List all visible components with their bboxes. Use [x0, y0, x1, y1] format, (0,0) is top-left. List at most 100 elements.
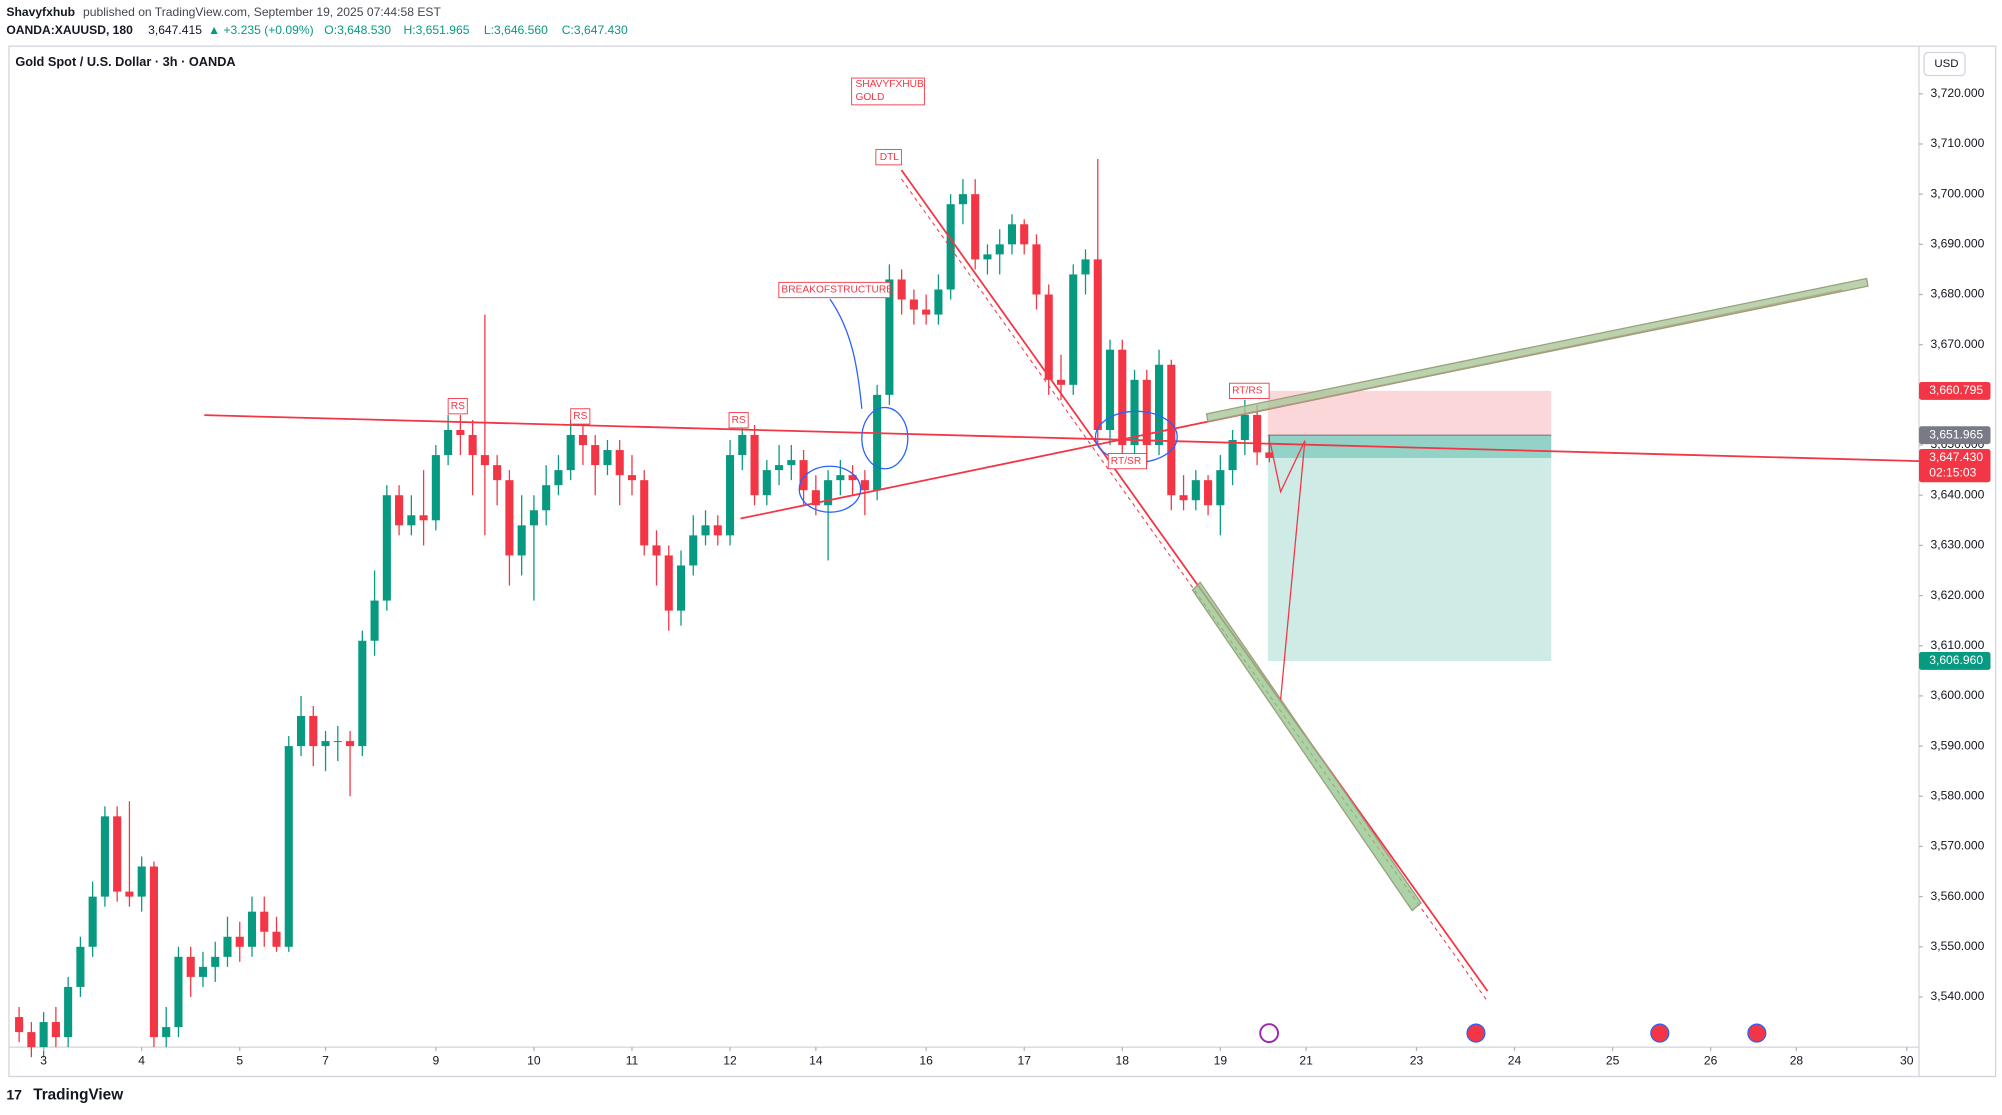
- candle-body: [799, 460, 808, 491]
- candle-body: [1179, 495, 1188, 501]
- annotations: SHAVYFXHUB GOLD DTL BREAKOFSTRUCTURE RS …: [447, 77, 1270, 470]
- candle-body: [15, 1017, 24, 1033]
- candle-body: [1216, 470, 1225, 506]
- candle-body: [811, 490, 820, 506]
- published: published on TradingView.com, September …: [83, 5, 442, 19]
- candle-body: [1191, 480, 1200, 501]
- candle-body: [1044, 294, 1053, 380]
- label-box: [851, 77, 925, 106]
- x-tick-label: 17: [1017, 1053, 1031, 1067]
- x-tick-label: 4: [138, 1053, 145, 1067]
- candle-body: [1056, 379, 1066, 385]
- frame: [8, 45, 1997, 1078]
- candle-body: [1105, 349, 1115, 430]
- low: L:3,646.560: [484, 23, 548, 37]
- candle-body: [603, 450, 612, 466]
- price: 3,647.415: [148, 23, 202, 37]
- high: H:3,651.965: [403, 23, 469, 37]
- candle-body: [750, 435, 759, 496]
- annotation: RS: [732, 415, 746, 426]
- candle-body: [836, 475, 845, 481]
- candle-body: [346, 741, 355, 747]
- annotation: GOLD: [855, 92, 884, 103]
- candle-body: [1020, 224, 1029, 245]
- circle: [798, 465, 862, 513]
- candle-body: [162, 1027, 171, 1038]
- candle-body: [174, 956, 183, 1028]
- y-tick-label: 3,620.000: [1931, 588, 1985, 602]
- candle-body: [1228, 440, 1237, 471]
- y-tick-label: 3,700.000: [1931, 186, 1985, 200]
- x-tick-label: 11: [626, 1053, 639, 1067]
- x-tick-label: 30: [1900, 1053, 1914, 1067]
- candle-body: [149, 866, 158, 1038]
- x-tick-label: 19: [1214, 1053, 1228, 1067]
- candle-body: [640, 480, 649, 546]
- price-label: 3,651.965: [1929, 427, 1983, 441]
- candle-body: [272, 931, 281, 947]
- candle-body: [983, 254, 992, 260]
- y-tick-label: 3,690.000: [1931, 237, 1985, 251]
- candle-body: [1093, 259, 1102, 430]
- candle-body: [211, 956, 220, 967]
- drawings: [204, 169, 1920, 1002]
- close: C:3,647.430: [562, 23, 628, 37]
- annotation: RT/SR: [1111, 456, 1141, 467]
- candle-body: [885, 279, 894, 395]
- y-tick-label: 3,600.000: [1931, 688, 1985, 702]
- x-tick-label: 21: [1299, 1053, 1313, 1067]
- x-tick-label: 18: [1116, 1053, 1130, 1067]
- candle-body: [627, 475, 637, 481]
- y-tick-label: 3,590.000: [1931, 738, 1985, 752]
- x-tick-label: 23: [1410, 1053, 1424, 1067]
- x-tick-label: 14: [809, 1053, 823, 1067]
- event-icon: [1466, 1023, 1486, 1043]
- candle-body: [1130, 379, 1139, 446]
- candle-body: [113, 816, 122, 892]
- candle-body: [493, 465, 502, 481]
- candle-body: [235, 936, 244, 947]
- y-tick-label: 3,680.000: [1931, 287, 1985, 301]
- candle-body: [1032, 244, 1041, 295]
- candle-body: [198, 966, 208, 977]
- candle-body: [321, 741, 330, 747]
- chart-title: Gold Spot / U.S. Dollar · 3h · OANDA: [15, 54, 235, 69]
- channel-zone: [1191, 581, 1422, 912]
- author: Shavyfxhub: [6, 5, 75, 19]
- label-box: [875, 149, 902, 166]
- candle-body: [946, 204, 955, 290]
- candle-body: [382, 495, 391, 601]
- projection-arrow: [1269, 440, 1306, 700]
- candle-body: [284, 746, 293, 947]
- symbol: OANDA:XAUUSD, 180: [6, 23, 133, 37]
- candle-body: [223, 936, 232, 957]
- y-tick-label: 3,540.000: [1931, 989, 1985, 1003]
- candle-body: [51, 1022, 60, 1038]
- x-tick-label: 5: [236, 1053, 243, 1067]
- y-tick-label: 3,640.000: [1931, 487, 1985, 501]
- candle-body: [407, 515, 416, 526]
- candle-body: [689, 535, 698, 566]
- price-label-box: [1919, 426, 1991, 445]
- candle-body: [934, 289, 943, 315]
- event-icon: [1259, 1023, 1280, 1043]
- candle-body: [787, 460, 796, 466]
- x-tick-label: 7: [322, 1053, 329, 1067]
- candle-body: [873, 394, 882, 491]
- candle-body: [125, 891, 134, 897]
- candle-body: [358, 640, 367, 747]
- label-box: [570, 408, 591, 425]
- annotation: SHAVYFXHUB: [855, 79, 924, 90]
- event-icon: [1650, 1023, 1670, 1043]
- label-box: [447, 398, 468, 415]
- candle-body: [27, 1032, 36, 1048]
- events: [1259, 1023, 1767, 1043]
- candle-body: [444, 429, 453, 456]
- candle-body: [186, 956, 195, 977]
- circle: [861, 406, 909, 470]
- x-tick-label: 24: [1508, 1053, 1522, 1067]
- label-box: [778, 281, 891, 299]
- candle-body: [971, 194, 980, 260]
- countdown: 02:15:03: [1929, 465, 1976, 479]
